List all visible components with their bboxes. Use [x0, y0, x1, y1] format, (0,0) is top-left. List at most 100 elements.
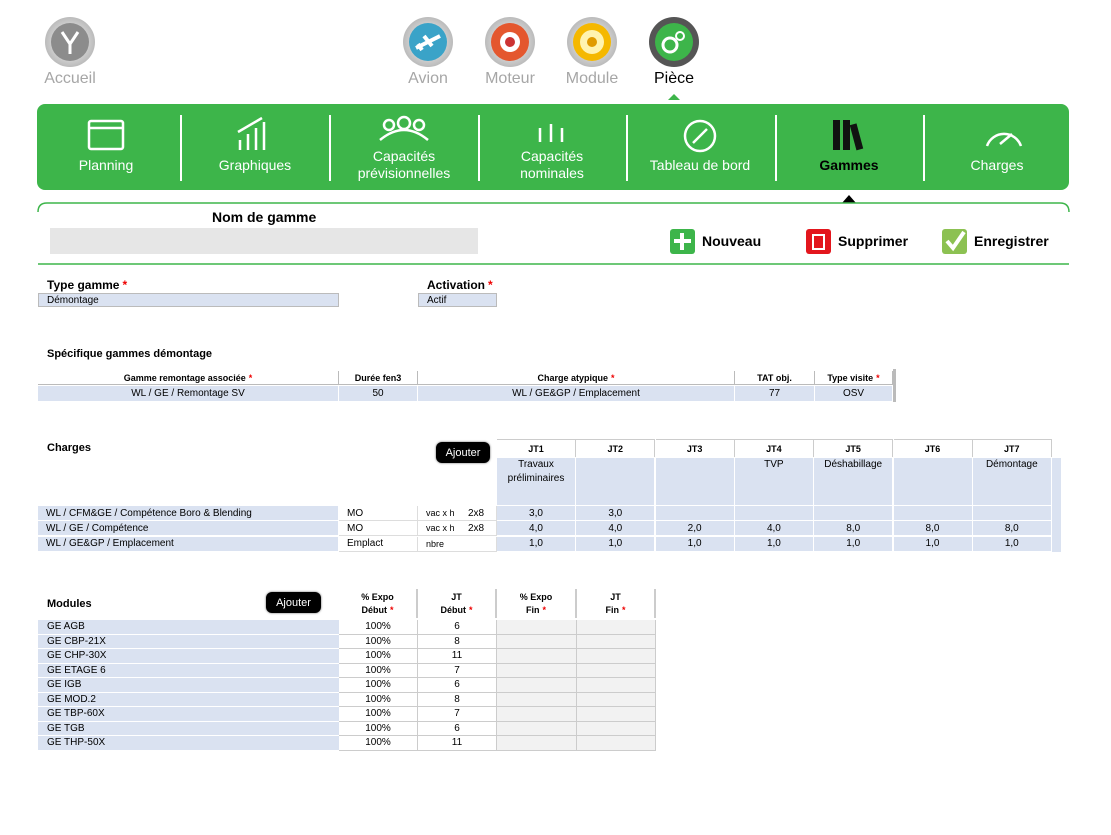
header-line: JT — [451, 591, 462, 604]
specific-cell[interactable]: WL / GE / Remontage SV — [38, 386, 339, 401]
module-jt-fin[interactable] — [577, 692, 656, 707]
header-text: Fin — [605, 604, 619, 615]
module-jt-fin[interactable] — [577, 678, 656, 693]
nav-label[interactable]: Avion — [408, 70, 448, 87]
module-expo-fin[interactable] — [497, 663, 577, 678]
module-expo-fin[interactable] — [497, 620, 577, 635]
menu-item[interactable]: Planning — [78, 157, 134, 173]
charge-value[interactable]: 4,0 — [497, 521, 576, 537]
charge-value[interactable]: 1,0 — [655, 536, 735, 552]
icon-module[interactable] — [567, 17, 617, 67]
jt-header: JT5 — [814, 439, 894, 457]
module-jt-fin[interactable] — [577, 736, 656, 751]
menu-item[interactable]: Capacités nominales — [520, 148, 584, 181]
charge-name: WL / GE / Compétence — [38, 521, 339, 537]
charge-value[interactable]: 1,0 — [893, 536, 973, 552]
nav-label[interactable]: Accueil — [44, 70, 96, 87]
activation-label: Activation * — [427, 278, 627, 292]
module-jt-fin[interactable] — [577, 721, 656, 736]
charge-value[interactable] — [972, 506, 1052, 521]
module-header: JT Fin * — [577, 589, 656, 618]
specific-header: Gamme remontage associée * — [38, 371, 339, 385]
charge-value[interactable] — [734, 506, 814, 521]
icon-avion[interactable] — [403, 17, 453, 67]
specific-cell[interactable]: 77 — [735, 386, 815, 401]
charge-shift — [460, 536, 497, 552]
charge-value[interactable]: 4,0 — [576, 521, 656, 537]
module-jt-fin[interactable] — [577, 663, 656, 678]
menu-divider — [626, 115, 628, 181]
charge-unit: nbre — [418, 537, 460, 552]
charge-value[interactable]: 1,0 — [497, 536, 576, 552]
module-jt: 8 — [418, 692, 497, 707]
charge-value[interactable] — [655, 506, 735, 521]
add-button[interactable]: Ajouter — [436, 442, 490, 463]
specific-cell[interactable]: 50 — [339, 386, 418, 401]
menu-item[interactable]: Graphiques — [218, 157, 292, 173]
nav-label[interactable]: Module — [565, 70, 619, 87]
jt-header: JT7 — [972, 439, 1052, 457]
module-expo-fin[interactable] — [497, 634, 577, 649]
charge-value[interactable] — [893, 506, 973, 521]
specific-header: TAT obj. — [735, 371, 815, 385]
charge-value[interactable]: 8,0 — [814, 521, 894, 537]
charge-value[interactable]: 1,0 — [576, 536, 656, 552]
nav-label[interactable]: Pièce — [653, 70, 695, 87]
activation-field[interactable]: Actif — [418, 293, 497, 307]
name-input[interactable] — [50, 228, 478, 254]
module-expo-fin[interactable] — [497, 707, 577, 722]
charge-value[interactable]: 1,0 — [814, 536, 894, 552]
charge-value[interactable]: 8,0 — [893, 521, 973, 537]
specific-cell[interactable]: OSV — [815, 386, 893, 401]
action-button[interactable]: Enregistrer — [974, 233, 1049, 249]
btn-icons — [670, 229, 967, 254]
module-jt: 11 — [418, 649, 497, 664]
charge-value[interactable]: 2,0 — [655, 521, 735, 537]
menu-item[interactable]: Capacités prévisionnelles — [357, 148, 451, 181]
module-jt-fin[interactable] — [577, 634, 656, 649]
add-button[interactable]: Ajouter — [266, 592, 321, 613]
menu-divider — [923, 115, 925, 181]
module-jt-fin[interactable] — [577, 707, 656, 722]
charge-value[interactable]: 1,0 — [972, 536, 1052, 552]
charge-value[interactable]: 4,0 — [734, 521, 814, 537]
menu-divider — [329, 115, 331, 181]
action-button[interactable]: Nouveau — [702, 233, 762, 249]
icon-piece[interactable] — [649, 17, 699, 67]
header-text: % Expo — [361, 591, 394, 602]
module-expo-fin[interactable] — [497, 678, 577, 693]
charge-value[interactable] — [814, 506, 894, 521]
module-expo-fin[interactable] — [497, 692, 577, 707]
type-gamme-field[interactable]: Démontage — [38, 293, 339, 307]
required-mark: * — [621, 604, 626, 615]
module-name: GE AGB — [38, 620, 339, 635]
icon-moteur[interactable] — [485, 17, 535, 67]
action-button[interactable]: Supprimer — [838, 233, 909, 249]
module-expo: 100% — [339, 634, 418, 649]
jt-note: Travaux préliminaires — [497, 458, 576, 505]
icon-accueil[interactable] — [45, 17, 95, 67]
charge-value[interactable]: 3,0 — [576, 506, 656, 521]
module-expo-fin[interactable] — [497, 721, 577, 736]
charge-value[interactable]: 1,0 — [734, 536, 814, 552]
header-text: % Expo — [519, 591, 553, 602]
charge-value[interactable]: 8,0 — [972, 521, 1052, 537]
charge-value[interactable]: 3,0 — [497, 506, 576, 521]
jt-note — [1052, 458, 1062, 552]
required-mark: * — [542, 604, 546, 615]
specific-cell[interactable]: WL / GE&GP / Emplacement — [418, 386, 735, 401]
module-expo-fin[interactable] — [497, 649, 577, 664]
charge-type: MO — [339, 506, 418, 521]
header-text: TAT obj. — [757, 372, 792, 383]
header-line: JT — [610, 591, 621, 604]
module-expo-fin[interactable] — [497, 736, 577, 751]
jt-note: Démontage — [972, 458, 1052, 505]
jt-header: JT3 — [655, 439, 735, 457]
menu-item[interactable]: Tableau de bord — [649, 157, 751, 173]
module-jt-fin[interactable] — [577, 620, 656, 635]
menu-item[interactable]: Gammes — [819, 157, 879, 173]
required-mark: * — [122, 278, 128, 292]
nav-label[interactable]: Moteur — [485, 70, 535, 87]
menu-item[interactable]: Charges — [970, 157, 1024, 173]
module-jt-fin[interactable] — [577, 649, 656, 664]
